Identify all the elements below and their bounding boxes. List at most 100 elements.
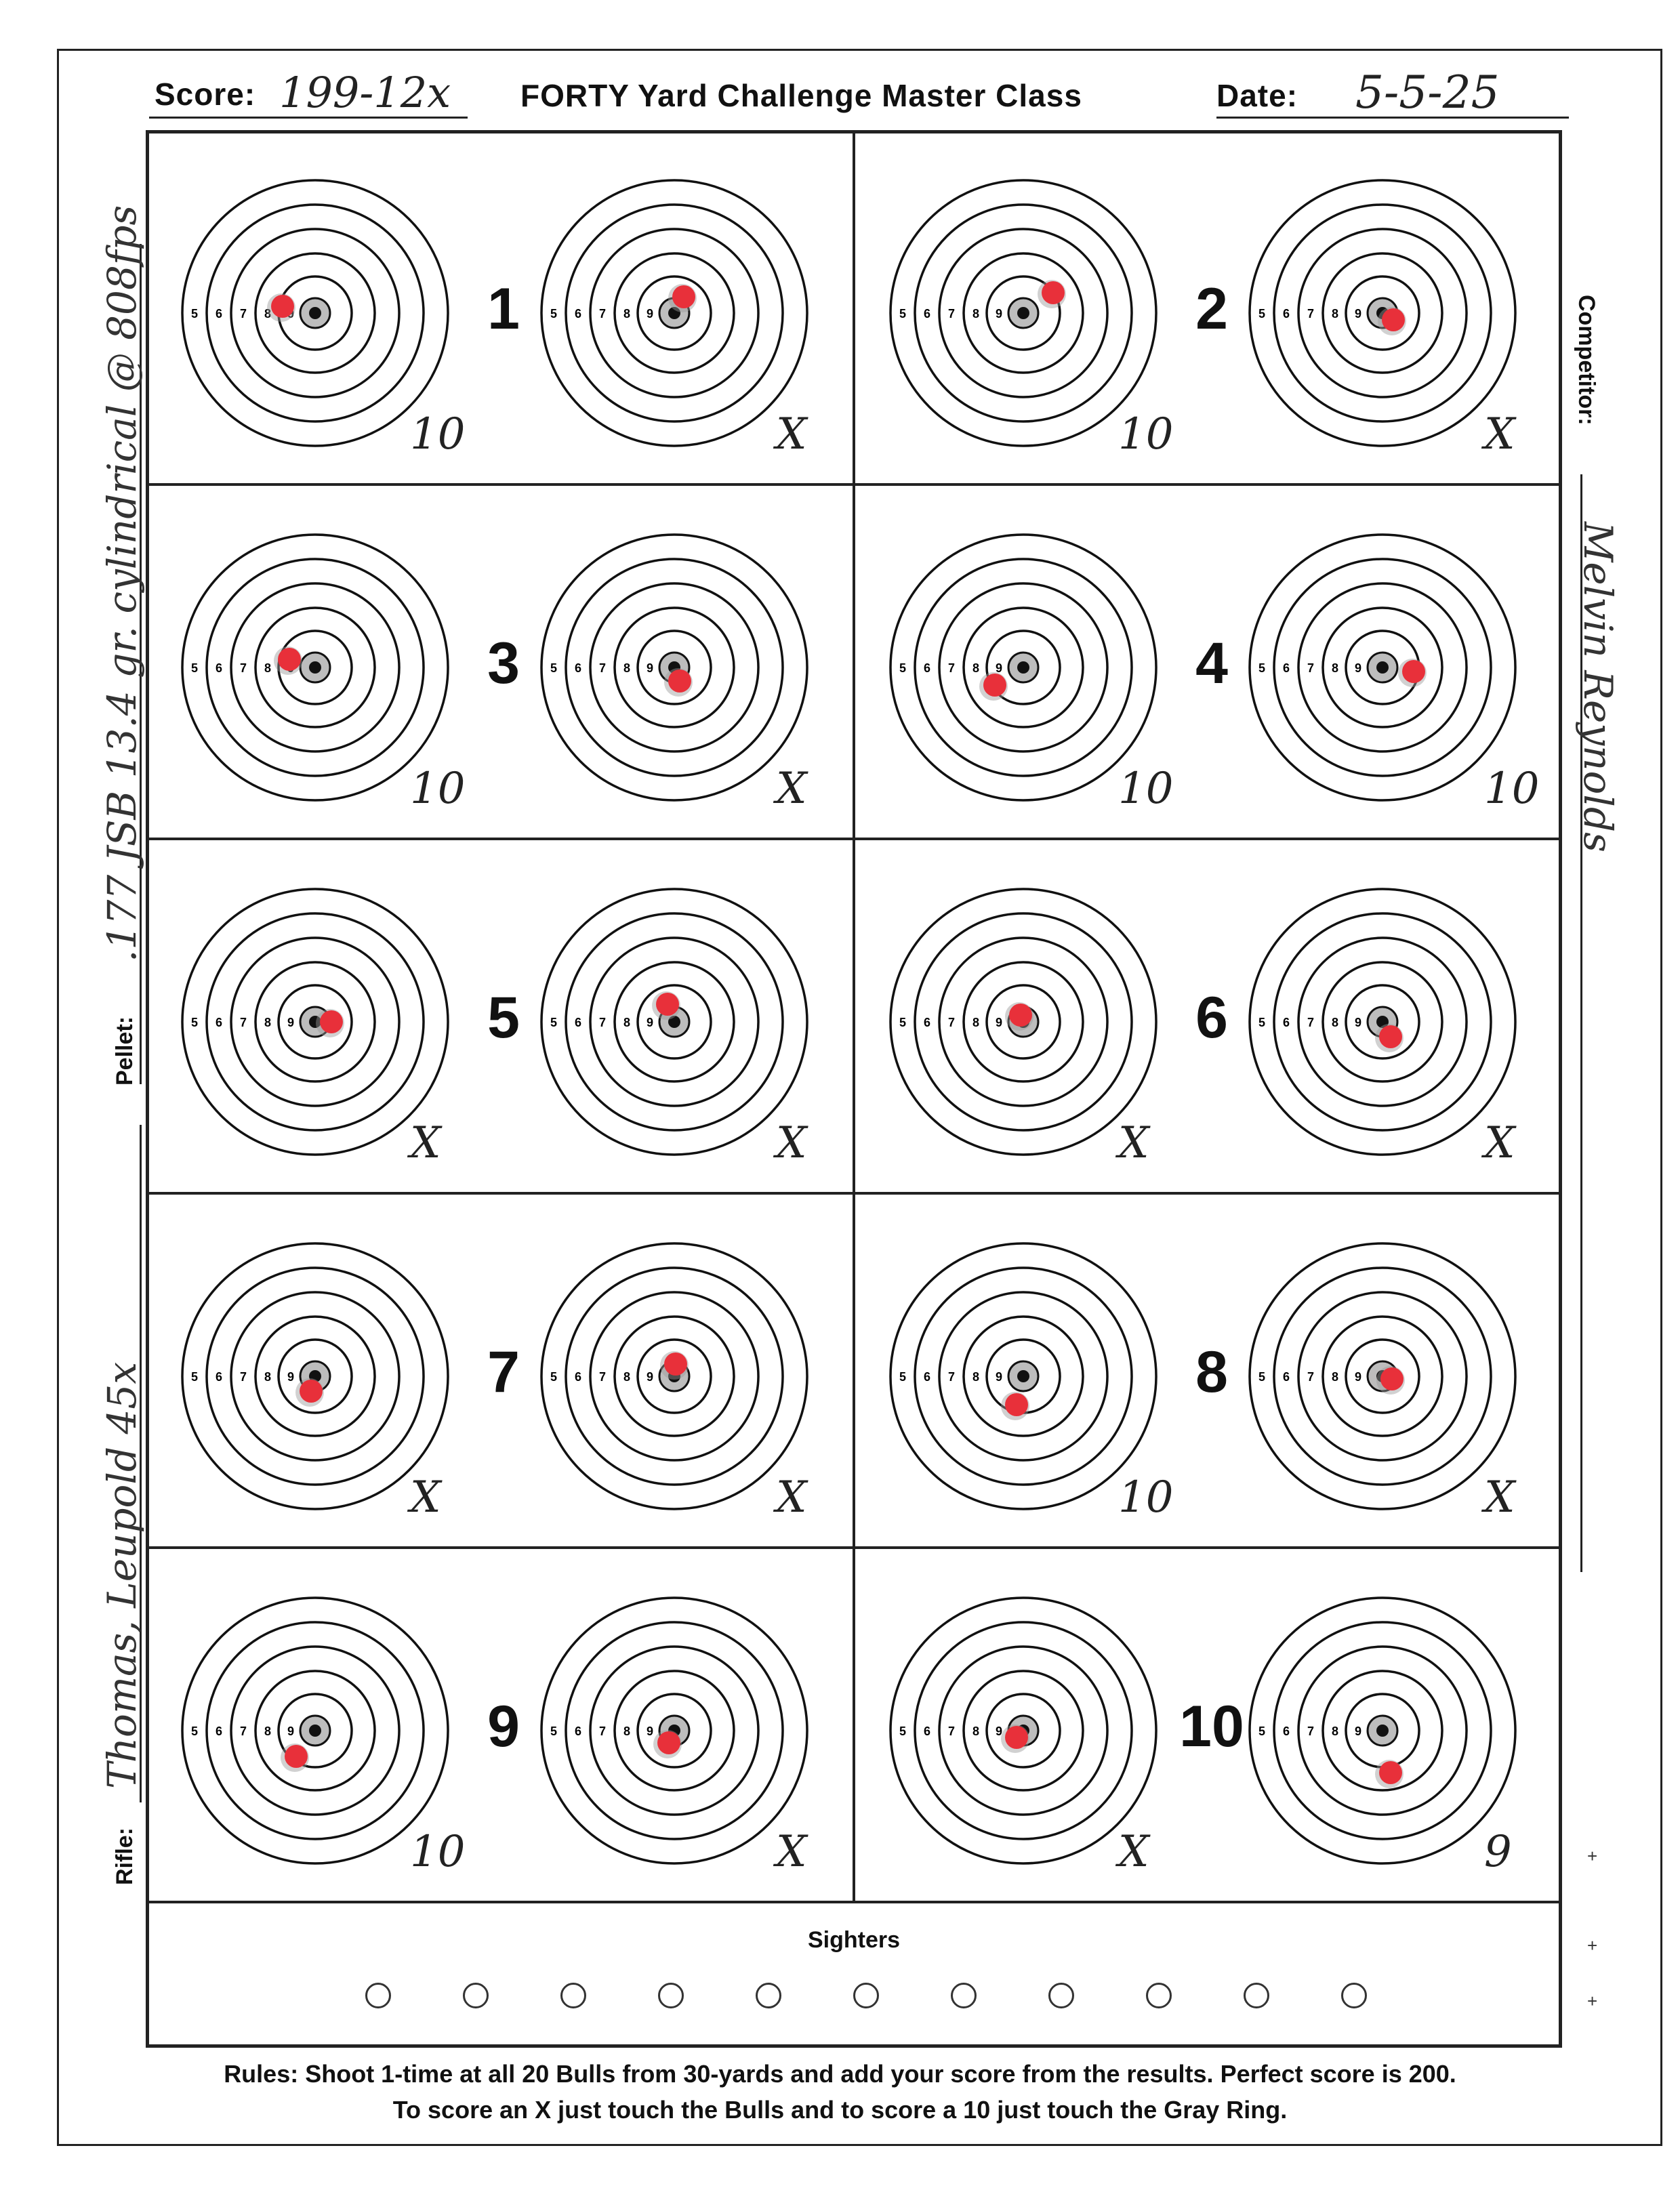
bull-dot xyxy=(1376,1725,1389,1737)
grid-divider-horizontal xyxy=(146,1192,1562,1195)
ring-label: 5 xyxy=(1258,661,1265,675)
sighters-box: Sighters xyxy=(146,1901,1562,2048)
target-ring xyxy=(205,912,425,1132)
competitor-line xyxy=(1580,474,1582,1572)
ring-label: 5 xyxy=(899,1725,906,1738)
ring-label: 7 xyxy=(240,1370,247,1384)
ring-label: 6 xyxy=(924,307,930,321)
target-ring xyxy=(962,252,1084,374)
ring-label: 5 xyxy=(1258,307,1265,321)
left-bull-score: X xyxy=(410,1118,441,1168)
ring-label: 7 xyxy=(948,1725,955,1738)
ring-label: 6 xyxy=(924,1016,930,1029)
target-ring xyxy=(1345,1338,1420,1414)
target-ring xyxy=(565,558,784,777)
ring-label: 9 xyxy=(1355,661,1361,675)
bull-dot xyxy=(1017,661,1029,674)
target-ring xyxy=(205,203,425,423)
shot-hole xyxy=(1382,308,1405,331)
ring-label: 9 xyxy=(1355,1725,1361,1738)
sighter-circle xyxy=(560,1983,586,2008)
shot-hole xyxy=(672,285,695,308)
ring-label: 9 xyxy=(1355,1016,1361,1029)
target-ring xyxy=(589,228,760,398)
target-ring xyxy=(938,228,1109,398)
grid-divider-horizontal xyxy=(146,1546,1562,1549)
ring-label: 6 xyxy=(1283,1725,1290,1738)
target-ring xyxy=(277,629,353,705)
ring-label: 6 xyxy=(1283,661,1290,675)
sighter-circle xyxy=(1341,1983,1367,2008)
target-ring xyxy=(277,1338,353,1414)
sighter-circle xyxy=(756,1983,781,2008)
ring-label: 8 xyxy=(264,1016,271,1029)
ring-label: 7 xyxy=(948,1016,955,1029)
ring-label: 7 xyxy=(1307,1370,1314,1384)
ring-label: 6 xyxy=(924,1370,930,1384)
target-number: 1 xyxy=(487,276,520,342)
ring-label: 9 xyxy=(996,307,1002,321)
target-ring xyxy=(277,984,353,1060)
target-ring xyxy=(613,961,735,1083)
pellet-label: Pellet: xyxy=(112,1016,138,1086)
ring-label: 7 xyxy=(948,1370,955,1384)
sighter-circle xyxy=(951,1983,977,2008)
target-ring xyxy=(230,1291,401,1462)
ring-label: 7 xyxy=(1307,307,1314,321)
target-ring xyxy=(1248,1242,1517,1510)
ring-label: 6 xyxy=(575,1016,581,1029)
ring-label: 7 xyxy=(599,307,606,321)
target-ring xyxy=(962,606,1084,728)
left-bull-score: X xyxy=(410,1472,441,1523)
ring-label: 8 xyxy=(1332,661,1338,675)
target-ring xyxy=(938,582,1109,753)
target-ring xyxy=(1322,1315,1443,1437)
target-number: 4 xyxy=(1195,631,1228,696)
ring-label: 5 xyxy=(191,1016,198,1029)
target-ring xyxy=(1248,1596,1517,1865)
target-ring xyxy=(181,1596,449,1865)
ring-label: 7 xyxy=(599,1725,606,1738)
left-bull-score: 10 xyxy=(410,409,466,459)
ring-label: 8 xyxy=(623,307,630,321)
target-ring xyxy=(181,179,449,447)
ring-label: 6 xyxy=(216,1016,222,1029)
bullseye-target: 5 6 7 8 9 xyxy=(1248,533,1517,802)
shot-hole xyxy=(1005,1726,1028,1749)
ring-label: 9 xyxy=(647,1016,653,1029)
shot-hole xyxy=(320,1010,343,1033)
target-ring xyxy=(1248,179,1517,447)
right-bull-score: X xyxy=(1484,409,1515,459)
ring-label: 9 xyxy=(996,1370,1002,1384)
target-ring xyxy=(1248,888,1517,1156)
target-ring xyxy=(889,1596,1157,1865)
target-ring xyxy=(1345,275,1420,351)
target-ring xyxy=(914,558,1133,777)
ring-label: 9 xyxy=(1355,307,1361,321)
target-number: 9 xyxy=(487,1694,520,1759)
ring-label: 8 xyxy=(1332,1370,1338,1384)
target-ring xyxy=(230,582,401,753)
ring-label: 6 xyxy=(216,661,222,675)
ring-label: 6 xyxy=(575,661,581,675)
target-ring xyxy=(636,629,712,705)
target-ring xyxy=(1322,961,1443,1083)
shot-hole xyxy=(1005,1393,1028,1416)
date-label: Date: xyxy=(1216,78,1298,113)
ring-label: 7 xyxy=(1307,661,1314,675)
ring-label: 9 xyxy=(996,661,1002,675)
ring-label: 6 xyxy=(216,1370,222,1384)
target-ring xyxy=(254,252,376,374)
ring-label: 9 xyxy=(287,1370,294,1384)
margin-mark: + xyxy=(1587,1846,1598,1866)
target-ring xyxy=(589,1291,760,1462)
pellet-line xyxy=(140,244,142,1084)
left-bull-score: 10 xyxy=(1118,764,1174,814)
ring-label: 5 xyxy=(550,1370,557,1384)
